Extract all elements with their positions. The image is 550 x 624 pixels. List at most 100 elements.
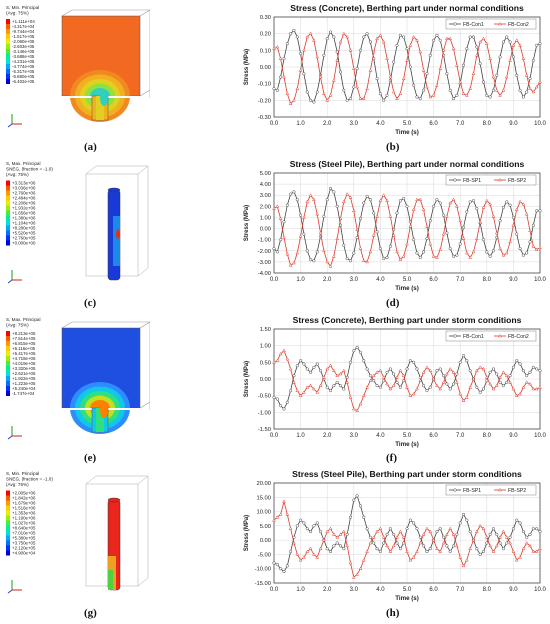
data-point: [481, 205, 486, 209]
legend-swatch: [6, 525, 10, 531]
data-point: [392, 532, 396, 536]
data-point: [415, 549, 419, 553]
data-point: [428, 53, 432, 57]
data-point: [398, 199, 402, 203]
data-point: [418, 255, 422, 259]
data-point: [445, 214, 449, 218]
data-point: [495, 73, 499, 77]
x-tick-label: 7.0: [456, 121, 465, 127]
data-point: [501, 384, 505, 388]
data-point: [378, 247, 382, 251]
data-point: [531, 223, 535, 227]
data-point: [401, 76, 406, 80]
legend-value: -5.317e+05: [12, 69, 35, 74]
data-point: [361, 258, 366, 263]
data-point: [528, 228, 532, 233]
legend-value: -9.744e+04: [12, 29, 35, 34]
data-point: [534, 84, 539, 89]
data-point: [441, 540, 446, 545]
data-point: [299, 52, 303, 56]
subfigure-label-d: (d): [386, 297, 400, 309]
data-point: [491, 367, 495, 371]
legend-value: -2.060e+05: [12, 39, 35, 44]
subfigure-label-c: (c): [84, 297, 97, 309]
data-point: [312, 259, 316, 263]
data-point: [538, 369, 542, 373]
x-tick-label: 6.0: [429, 433, 438, 439]
data-point: [491, 527, 495, 531]
legend-swatch: [6, 215, 10, 221]
legend-title-line: (Avg: 75%): [6, 482, 29, 487]
data-point: [475, 207, 479, 211]
data-point: [498, 55, 502, 59]
data-point: [451, 532, 456, 536]
data-point: [351, 406, 356, 411]
data-point: [305, 249, 309, 253]
data-point: [391, 233, 396, 237]
legend-swatch: [6, 386, 10, 391]
data-point: [338, 384, 343, 388]
data-point: [358, 401, 363, 406]
data-point: [461, 398, 466, 402]
data-point: [368, 540, 373, 545]
legend-swatch: [6, 351, 10, 356]
legend-title-line: (Avg: 75%): [6, 323, 29, 328]
data-point: [345, 34, 349, 39]
data-point: [435, 383, 439, 387]
data-point: [478, 552, 482, 556]
data-point: [438, 247, 443, 251]
data-point: [501, 205, 505, 209]
data-point: [481, 36, 486, 40]
data-point: [501, 529, 506, 533]
y-tick-label: -4.00: [258, 271, 271, 277]
data-point: [305, 199, 310, 204]
legend-value: +3.313e+06: [12, 181, 36, 186]
data-point: [495, 372, 499, 376]
data-point: [435, 83, 439, 87]
data-point: [538, 209, 542, 213]
data-point: [315, 555, 320, 559]
data-point: [371, 49, 376, 54]
data-point: [302, 232, 306, 236]
data-point: [355, 494, 359, 498]
data-point: [411, 391, 416, 396]
data-point: [385, 381, 389, 386]
data-point: [421, 532, 426, 536]
data-point: [368, 198, 372, 202]
data-point: [445, 72, 449, 76]
data-point: [312, 552, 316, 556]
stress-chart-3: Stress (Concrete), Berthing part under s…: [244, 315, 546, 448]
legend-swatch: [6, 520, 10, 526]
data-point: [289, 192, 293, 196]
x-tick-label: 8.0: [483, 587, 492, 593]
legend-swatch: [6, 490, 10, 496]
data-point: [328, 526, 333, 530]
data-point: [355, 408, 359, 412]
data-point: [275, 515, 280, 519]
data-point: [465, 47, 469, 51]
data-point: [292, 374, 296, 378]
data-point: [521, 530, 525, 534]
data-point: [302, 390, 306, 394]
data-point: [535, 43, 539, 47]
data-point: [428, 529, 433, 533]
data-point: [405, 367, 409, 371]
block-model: [61, 9, 150, 122]
legend-value: +4.900e+04: [12, 551, 36, 556]
data-point: [505, 35, 509, 39]
data-point: [475, 45, 479, 49]
data-point: [309, 98, 313, 102]
legend-value: +2.120e+05: [12, 546, 36, 551]
data-point: [531, 386, 536, 391]
subfigure-label-a: (a): [84, 141, 97, 153]
data-point: [348, 395, 353, 399]
legend-value: +8.213e+05: [12, 331, 36, 336]
pile-model: [85, 165, 149, 281]
data-point: [478, 39, 482, 44]
data-point: [388, 549, 393, 553]
data-point: [315, 90, 319, 94]
data-point: [282, 570, 286, 574]
data-point: [302, 555, 306, 559]
data-point: [348, 97, 353, 101]
legend-value: +1.027e+06: [12, 521, 36, 526]
